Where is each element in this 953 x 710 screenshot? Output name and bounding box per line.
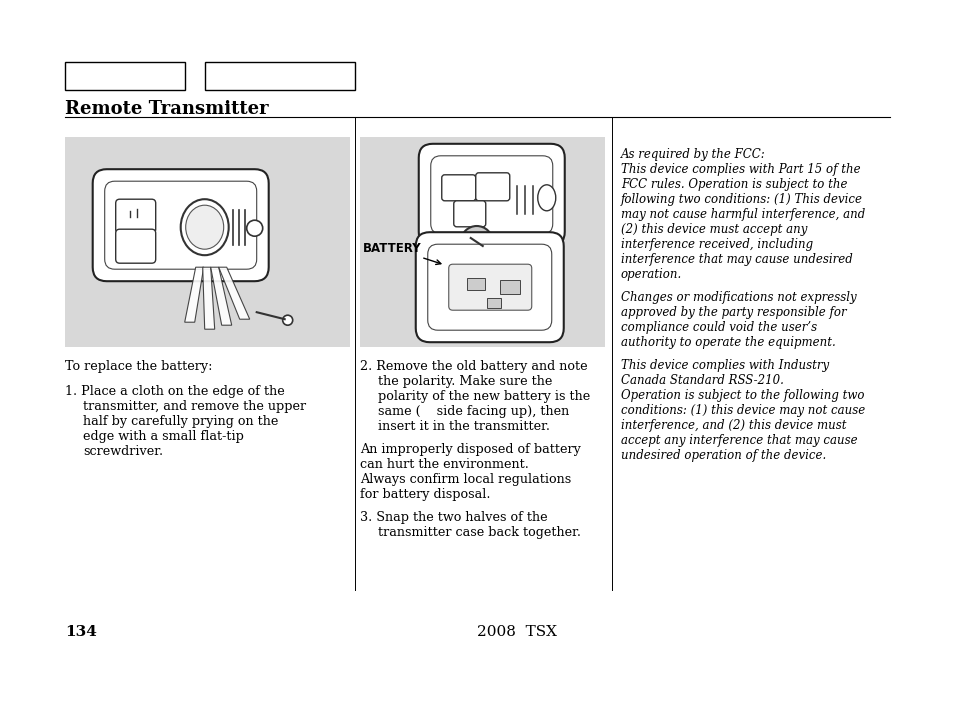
Text: Operation is subject to the following two: Operation is subject to the following tw… bbox=[620, 389, 863, 402]
Text: transmitter case back together.: transmitter case back together. bbox=[377, 526, 580, 539]
Text: Remote Transmitter: Remote Transmitter bbox=[65, 100, 269, 118]
Text: the polarity. Make sure the: the polarity. Make sure the bbox=[377, 375, 552, 388]
Text: Canada Standard RSS-210.: Canada Standard RSS-210. bbox=[620, 374, 783, 387]
Text: interference, and (2) this device must: interference, and (2) this device must bbox=[620, 419, 845, 432]
Bar bbox=[65, 137, 350, 347]
Text: undesired operation of the device.: undesired operation of the device. bbox=[620, 449, 825, 462]
Bar bbox=[499, 280, 519, 294]
Text: for battery disposal.: for battery disposal. bbox=[359, 488, 490, 501]
Circle shape bbox=[282, 315, 293, 325]
Text: This device complies with Part 15 of the: This device complies with Part 15 of the bbox=[620, 163, 860, 176]
Text: screwdriver.: screwdriver. bbox=[83, 445, 163, 458]
Text: 1. Place a cloth on the edge of the: 1. Place a cloth on the edge of the bbox=[65, 385, 284, 398]
FancyBboxPatch shape bbox=[441, 175, 476, 201]
Text: As required by the FCC:: As required by the FCC: bbox=[620, 148, 765, 161]
FancyBboxPatch shape bbox=[418, 144, 564, 246]
Bar bbox=[359, 137, 604, 347]
Bar bbox=[486, 298, 500, 308]
Text: may not cause harmful interference, and: may not cause harmful interference, and bbox=[620, 208, 864, 221]
Text: can hurt the environment.: can hurt the environment. bbox=[359, 458, 528, 471]
Text: 2008  TSX: 2008 TSX bbox=[476, 625, 557, 639]
Text: half by carefully prying on the: half by carefully prying on the bbox=[83, 415, 278, 428]
Text: edge with a small flat-tip: edge with a small flat-tip bbox=[83, 430, 244, 443]
Polygon shape bbox=[185, 267, 204, 322]
Text: 3. Snap the two halves of the: 3. Snap the two halves of the bbox=[359, 511, 547, 524]
Ellipse shape bbox=[186, 205, 223, 249]
FancyBboxPatch shape bbox=[115, 200, 155, 233]
Bar bbox=[205, 62, 355, 90]
Text: Changes or modifications not expressly: Changes or modifications not expressly bbox=[620, 291, 856, 304]
Bar bbox=[65, 62, 185, 90]
Text: 134: 134 bbox=[65, 625, 97, 639]
Text: transmitter, and remove the upper: transmitter, and remove the upper bbox=[83, 400, 306, 413]
Ellipse shape bbox=[180, 200, 229, 255]
Ellipse shape bbox=[537, 185, 556, 211]
FancyBboxPatch shape bbox=[92, 169, 269, 281]
Text: interference that may cause undesired: interference that may cause undesired bbox=[620, 253, 852, 266]
Text: accept any interference that may cause: accept any interference that may cause bbox=[620, 434, 857, 447]
Text: (2) this device must accept any: (2) this device must accept any bbox=[620, 223, 806, 236]
Text: BATTERY: BATTERY bbox=[363, 241, 440, 264]
FancyBboxPatch shape bbox=[476, 173, 509, 201]
Text: FCC rules. Operation is subject to the: FCC rules. Operation is subject to the bbox=[620, 178, 846, 191]
Text: interference received, including: interference received, including bbox=[620, 238, 812, 251]
Text: insert it in the transmitter.: insert it in the transmitter. bbox=[377, 420, 550, 433]
FancyBboxPatch shape bbox=[115, 229, 155, 263]
Polygon shape bbox=[202, 267, 214, 329]
Text: To replace the battery:: To replace the battery: bbox=[65, 360, 213, 373]
Text: compliance could void the user’s: compliance could void the user’s bbox=[620, 321, 817, 334]
Circle shape bbox=[460, 226, 493, 258]
Text: Always confirm local regulations: Always confirm local regulations bbox=[359, 473, 571, 486]
Text: 2. Remove the old battery and note: 2. Remove the old battery and note bbox=[359, 360, 587, 373]
Text: operation.: operation. bbox=[620, 268, 681, 281]
Text: conditions: (1) this device may not cause: conditions: (1) this device may not caus… bbox=[620, 404, 864, 417]
FancyBboxPatch shape bbox=[448, 264, 531, 310]
Circle shape bbox=[247, 220, 262, 236]
Bar bbox=[466, 278, 484, 290]
Text: polarity of the new battery is the: polarity of the new battery is the bbox=[377, 390, 590, 403]
FancyBboxPatch shape bbox=[454, 201, 485, 226]
FancyBboxPatch shape bbox=[416, 232, 563, 342]
Text: following two conditions: (1) This device: following two conditions: (1) This devic… bbox=[620, 193, 862, 206]
Text: authority to operate the equipment.: authority to operate the equipment. bbox=[620, 336, 835, 349]
Text: An improperly disposed of battery: An improperly disposed of battery bbox=[359, 443, 580, 456]
Polygon shape bbox=[218, 267, 250, 320]
Text: This device complies with Industry: This device complies with Industry bbox=[620, 359, 828, 372]
Text: approved by the party responsible for: approved by the party responsible for bbox=[620, 306, 845, 319]
Polygon shape bbox=[211, 267, 232, 325]
Text: same (    side facing up), then: same ( side facing up), then bbox=[377, 405, 569, 418]
